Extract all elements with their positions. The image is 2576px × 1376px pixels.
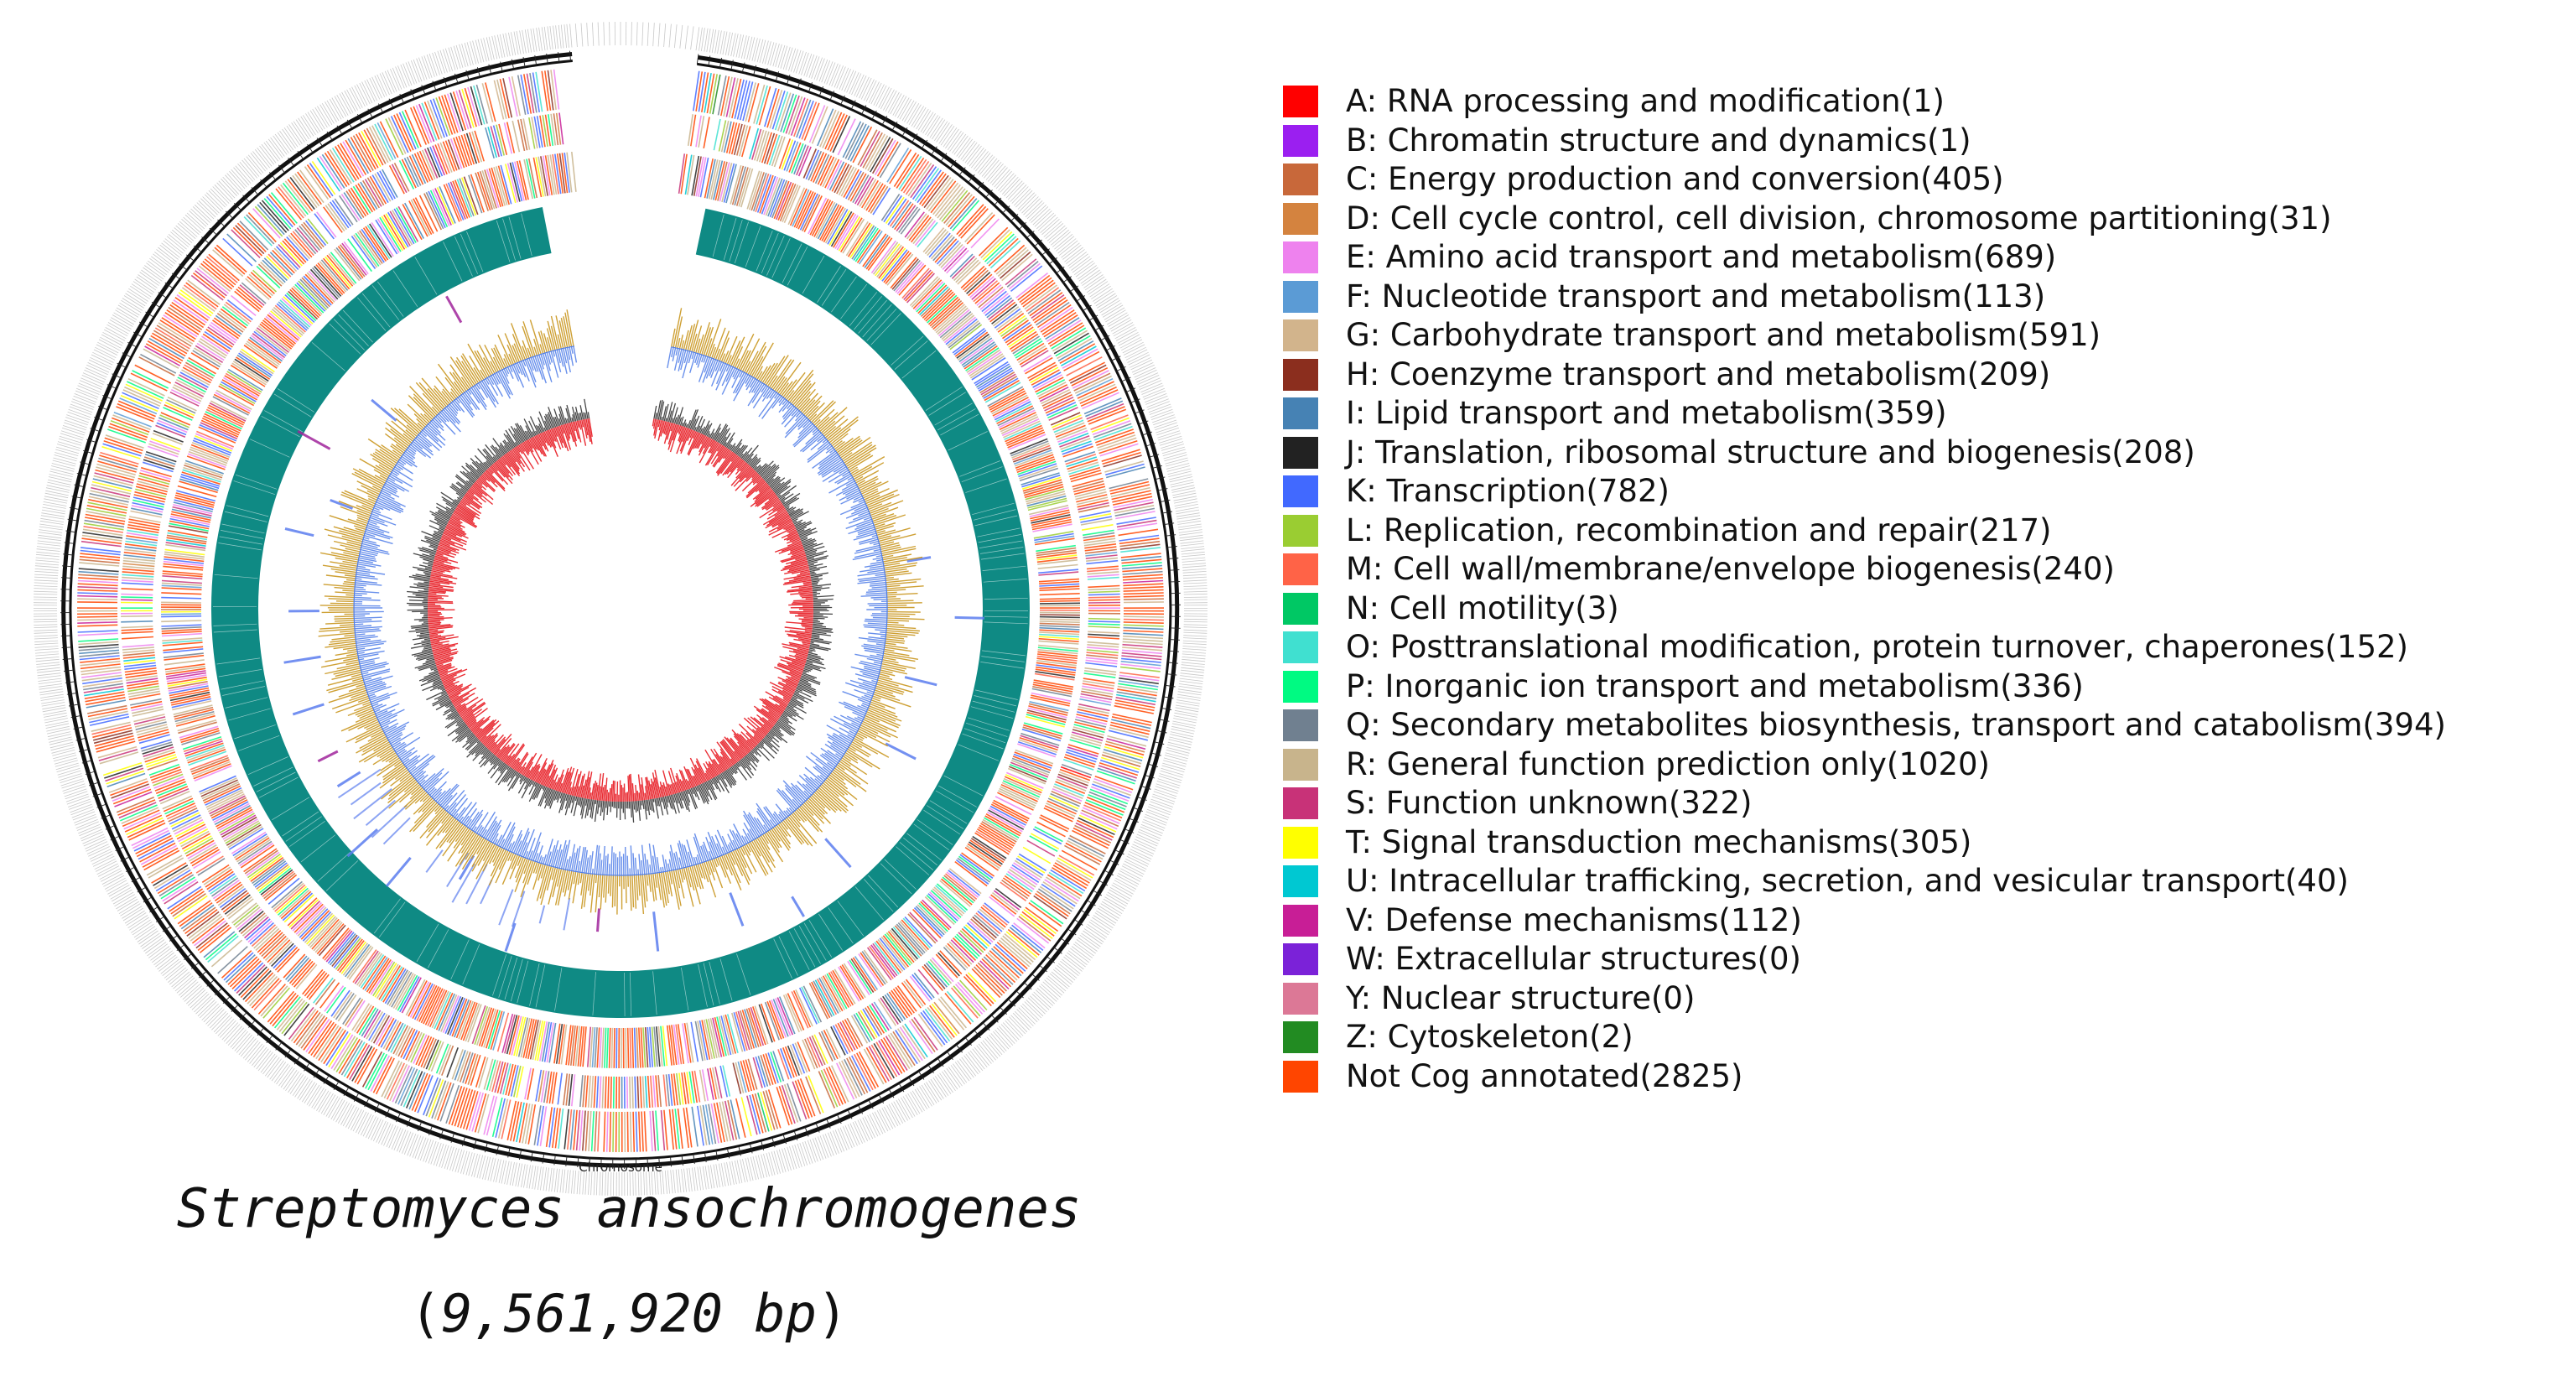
legend-item: V: Defense mechanisms(112) — [1283, 901, 2566, 941]
cog-forward-strand-track — [76, 69, 1165, 1153]
gc-skew-track — [406, 398, 834, 823]
legend-label: W: Extracellular structures(0) — [1346, 941, 1801, 977]
cog-reverse-strand-track — [120, 112, 1121, 1109]
legend-label: P: Inorganic ion transport and metabolis… — [1346, 667, 2084, 704]
legend-item: E: Amino acid transport and metabolism(6… — [1283, 238, 2566, 278]
legend-label: U: Intracellular trafficking, secretion,… — [1346, 863, 2349, 899]
legend-swatch — [1283, 709, 1318, 741]
legend-swatch — [1283, 787, 1318, 819]
legend-label: L: Replication, recombination and repair… — [1346, 511, 2052, 548]
legend-swatch — [1283, 826, 1318, 859]
legend-label: C: Energy production and conversion(405) — [1346, 161, 2004, 197]
legend-label: I: Lipid transport and metabolism(359) — [1346, 395, 1947, 431]
legend-item: N: Cell motility(3) — [1283, 589, 2566, 629]
legend-item: O: Posttranslational modification, prote… — [1283, 628, 2566, 667]
legend-item: Not Cog annotated(2825) — [1283, 1057, 2566, 1097]
ncrna-track — [211, 207, 1030, 1019]
legend-item: L: Replication, recombination and repair… — [1283, 511, 2566, 551]
legend-label: G: Carbohydrate transport and metabolism… — [1346, 317, 2101, 353]
coordinate-tick-ring — [33, 21, 1208, 1197]
legend-label: R: General function prediction only(1020… — [1346, 745, 1990, 782]
legend-label: Z: Cytoskeleton(2) — [1346, 1019, 1633, 1055]
legend-swatch — [1283, 397, 1318, 429]
legend-item: I: Lipid transport and metabolism(359) — [1283, 394, 2566, 434]
legend-swatch — [1283, 670, 1318, 703]
species-name: Streptomyces ansochromogenes — [176, 1178, 1082, 1240]
legend-swatch — [1283, 982, 1318, 1015]
legend-label: J: Translation, ribosomal structure and … — [1346, 434, 2195, 470]
legend-item: D: Cell cycle control, cell division, ch… — [1283, 200, 2566, 239]
legend-item: Z: Cytoskeleton(2) — [1283, 1018, 2566, 1057]
legend-swatch — [1283, 475, 1318, 507]
legend-label: N: Cell motility(3) — [1346, 589, 1619, 626]
cog-annotation-track — [160, 152, 1081, 1069]
legend-item: Y: Nuclear structure(0) — [1283, 979, 2566, 1019]
rrna-trna-markers — [283, 295, 985, 952]
legend-label: F: Nucleotide transport and metabolism(1… — [1346, 278, 2046, 314]
legend-item: T: Signal transduction mechanisms(305) — [1283, 823, 2566, 863]
legend-swatch — [1283, 865, 1318, 897]
legend-label: T: Signal transduction mechanisms(305) — [1346, 823, 1972, 860]
legend-swatch — [1283, 943, 1318, 975]
legend-label: K: Transcription(782) — [1346, 473, 1670, 509]
legend-swatch — [1283, 1021, 1318, 1053]
gc-content-track — [318, 308, 925, 915]
legend-swatch — [1283, 436, 1318, 469]
legend-swatch — [1283, 514, 1318, 547]
legend-swatch — [1283, 553, 1318, 585]
legend-item: H: Coenzyme transport and metabolism(209… — [1283, 356, 2566, 395]
legend-label: S: Function unknown(322) — [1346, 785, 1753, 821]
legend-item: M: Cell wall/membrane/envelope biogenesi… — [1283, 550, 2566, 589]
legend-item: W: Extracellular structures(0) — [1283, 940, 2566, 979]
legend-label: Not Cog annotated(2825) — [1346, 1057, 1743, 1094]
genome-circle-map: Chromosome — [33, 21, 1208, 1197]
legend-swatch — [1283, 280, 1318, 313]
genome-scale-ring — [60, 50, 1182, 1170]
legend-item: B: Chromatin structure and dynamics(1) — [1283, 122, 2566, 161]
legend-label: Y: Nuclear structure(0) — [1346, 979, 1696, 1016]
legend-swatch — [1283, 592, 1318, 625]
legend-item: S: Function unknown(322) — [1283, 784, 2566, 823]
legend-label: O: Posttranslational modification, prote… — [1346, 629, 2408, 665]
legend-item: J: Translation, ribosomal structure and … — [1283, 434, 2566, 473]
chromosome-label: Chromosome — [579, 1160, 662, 1175]
legend-item: K: Transcription(782) — [1283, 472, 2566, 511]
legend-label: D: Cell cycle control, cell division, ch… — [1346, 200, 2332, 236]
genome-size: (9,561,920 bp) — [409, 1283, 849, 1344]
legend-item: G: Carbohydrate transport and metabolism… — [1283, 316, 2566, 356]
legend-swatch — [1283, 631, 1318, 663]
legend-item: C: Energy production and conversion(405) — [1283, 160, 2566, 200]
legend-swatch — [1283, 164, 1318, 195]
legend-label: E: Amino acid transport and metabolism(6… — [1346, 239, 2057, 275]
legend-swatch — [1283, 1060, 1318, 1093]
cog-legend: A: RNA processing and modification(1) B: … — [1283, 82, 2566, 1096]
legend-item: Q: Secondary metabolites biosynthesis, t… — [1283, 706, 2566, 745]
legend-label: V: Defense mechanisms(112) — [1346, 901, 1802, 938]
legend-label: H: Coenzyme transport and metabolism(209… — [1346, 356, 2051, 392]
legend-item: A: RNA processing and modification(1) — [1283, 82, 2566, 122]
legend-swatch — [1283, 904, 1318, 937]
legend-swatch — [1283, 241, 1318, 273]
legend-swatch — [1283, 358, 1318, 391]
legend-label: M: Cell wall/membrane/envelope biogenesi… — [1346, 551, 2115, 587]
legend-swatch — [1283, 319, 1318, 351]
legend-swatch — [1283, 86, 1318, 117]
legend-label: A: RNA processing and modification(1) — [1346, 83, 1945, 119]
legend-item: R: General function prediction only(1020… — [1283, 745, 2566, 785]
legend-item: U: Intracellular trafficking, secretion,… — [1283, 862, 2566, 901]
legend-item: P: Inorganic ion transport and metabolis… — [1283, 667, 2566, 707]
legend-swatch — [1283, 202, 1318, 235]
legend-item: F: Nucleotide transport and metabolism(1… — [1283, 278, 2566, 317]
legend-swatch — [1283, 124, 1318, 157]
legend-swatch — [1283, 748, 1318, 781]
legend-label: B: Chromatin structure and dynamics(1) — [1346, 122, 1971, 158]
legend-label: Q: Secondary metabolites biosynthesis, t… — [1346, 707, 2446, 743]
